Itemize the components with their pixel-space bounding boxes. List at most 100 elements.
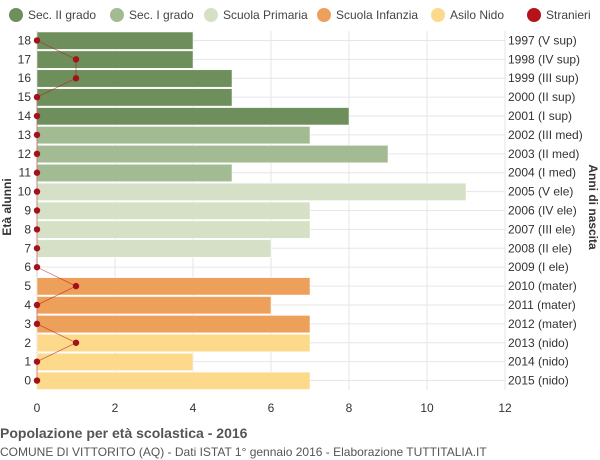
bar: [36, 88, 233, 107]
birth-year-tick-label: 2004 (I med): [508, 166, 576, 180]
bar: [36, 201, 311, 220]
legend-swatch: [9, 8, 23, 22]
age-tick-label: 12: [18, 147, 32, 161]
stranieri-point: [33, 169, 41, 176]
stranieri-point: [72, 75, 80, 82]
age-tick-label: 13: [18, 128, 32, 142]
x-tick-label: 4: [190, 401, 197, 415]
birth-year-tick-label: 2002 (III med): [508, 128, 583, 142]
age-tick-label: 1: [24, 355, 31, 369]
stranieri-series: [33, 37, 80, 384]
age-tick-label: 6: [24, 260, 31, 274]
bar: [36, 69, 233, 88]
age-tick-label: 0: [24, 374, 31, 388]
age-tick-label: 9: [24, 204, 31, 218]
birth-year-tick-label: 2007 (III ele): [508, 222, 575, 236]
birth-year-tick-label: 2011 (mater): [508, 298, 576, 312]
x-tick-label: 0: [34, 401, 41, 415]
birth-year-tick-label: 2006 (IV ele): [508, 204, 577, 218]
legend-label: Sec. II grado: [28, 8, 96, 22]
stranieri-point: [33, 207, 41, 214]
age-tick-label: 11: [19, 166, 32, 180]
age-tick-label: 10: [18, 185, 32, 199]
stranieri-point: [33, 150, 41, 158]
stranieri-point: [72, 56, 80, 63]
birth-year-tick-label: 2008 (II ele): [508, 241, 572, 255]
stranieri-point: [33, 93, 41, 101]
bar: [36, 126, 311, 145]
bar: [36, 220, 311, 239]
bars: [36, 31, 467, 390]
bar: [36, 352, 194, 371]
age-tick-label: 15: [18, 90, 32, 104]
bar: [36, 164, 233, 182]
bar: [36, 296, 272, 315]
age-tick-label: 18: [18, 33, 32, 47]
stranieri-point: [33, 226, 41, 233]
legend-label: Scuola Infanzia: [336, 8, 418, 22]
stranieri-point: [72, 282, 80, 290]
bar: [36, 315, 311, 334]
chart-subtitle: COMUNE DI VITTORITO (AQ) - Dati ISTAT 1°…: [0, 445, 487, 459]
stranieri-point: [72, 339, 80, 346]
birth-year-tick-labels: 1997 (V sup) 1998 (IV sup) 1999 (III sup) 2…: [508, 33, 583, 387]
age-tick-label: 3: [24, 317, 31, 331]
age-tick-label: 7: [24, 241, 31, 255]
x-tick-label: 12: [498, 401, 512, 415]
chart-title: Popolazione per età scolastica - 2016: [0, 425, 248, 441]
stranieri-point: [33, 263, 41, 271]
stranieri-point: [33, 301, 41, 309]
x-tick-label: 2: [112, 401, 119, 415]
stranieri-point: [33, 112, 41, 120]
birth-year-tick-label: 2014 (nido): [508, 355, 569, 369]
x-tick-labels: 0 2 4 6 8 10 12: [34, 401, 512, 415]
bar: [36, 277, 311, 296]
bar: [36, 145, 389, 164]
age-tick-label: 2: [24, 336, 31, 350]
birth-year-tick-label: 2013 (nido): [508, 336, 569, 350]
stranieri-point: [33, 358, 41, 365]
birth-year-tick-label: 1998 (IV sup): [508, 52, 580, 66]
birth-year-tick-label: 2009 (I ele): [508, 260, 569, 274]
legend-swatch: [110, 8, 124, 22]
stranieri-point: [33, 320, 41, 328]
birth-year-tick-label: 2015 (nido): [508, 374, 569, 388]
legend-swatch: [431, 8, 445, 22]
stranieri-point: [33, 377, 41, 384]
bar: [36, 107, 350, 126]
bar: [36, 31, 194, 50]
birth-year-tick-label: 2001 (I sup): [508, 109, 572, 123]
y-axis-label: Età alunni: [0, 178, 14, 235]
birth-year-tick-label: 2000 (II sup): [508, 90, 575, 104]
legend: Sec. II grado Sec. I grado Scuola Primaria…: [9, 8, 591, 22]
legend-label: Sec. I grado: [129, 8, 194, 22]
age-tick-label: 4: [24, 298, 31, 312]
legend-swatch: [527, 8, 541, 22]
bar: [36, 334, 311, 352]
bar: [36, 371, 311, 390]
legend-swatch: [204, 8, 218, 22]
birth-year-tick-label: 2012 (mater): [508, 317, 577, 331]
birth-year-tick-label: 1997 (V sup): [508, 33, 577, 47]
x-tick-label: 6: [268, 401, 275, 415]
stranieri-point: [33, 245, 41, 252]
legend-label: Asilo Nido: [450, 8, 504, 22]
age-tick-label: 16: [18, 71, 32, 85]
birth-year-tick-label: 2005 (V ele): [508, 185, 573, 199]
birth-year-tick-label: 1999 (III sup): [508, 71, 579, 85]
age-tick-label: 8: [24, 222, 31, 236]
legend-swatch: [317, 8, 331, 22]
bar: [36, 50, 194, 69]
stranieri-point: [33, 37, 41, 44]
age-tick-label: 14: [18, 109, 32, 123]
bar: [36, 182, 467, 201]
age-tick-label: 5: [24, 279, 31, 293]
stranieri-point: [33, 188, 41, 195]
legend-label: Scuola Primaria: [223, 8, 308, 22]
birth-year-tick-label: 2010 (mater): [508, 279, 577, 293]
stranieri-point: [33, 131, 41, 139]
x-tick-label: 10: [420, 401, 434, 415]
legend-label: Stranieri: [546, 8, 591, 22]
